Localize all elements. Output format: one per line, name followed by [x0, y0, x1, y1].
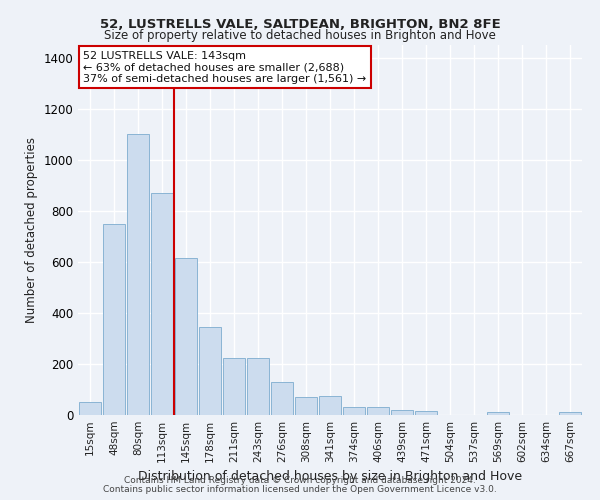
Bar	[559, 412, 581, 415]
Text: Size of property relative to detached houses in Brighton and Hove: Size of property relative to detached ho…	[104, 29, 496, 42]
Bar	[415, 411, 437, 415]
Text: Contains public sector information licensed under the Open Government Licence v3: Contains public sector information licen…	[103, 485, 497, 494]
Bar	[79, 402, 101, 415]
Bar	[295, 397, 317, 415]
Text: Contains HM Land Registry data © Crown copyright and database right 2024.: Contains HM Land Registry data © Crown c…	[124, 476, 476, 485]
Bar	[247, 358, 269, 415]
Bar	[199, 327, 221, 415]
Bar	[319, 396, 341, 415]
Text: 52 LUSTRELLS VALE: 143sqm
← 63% of detached houses are smaller (2,688)
37% of se: 52 LUSTRELLS VALE: 143sqm ← 63% of detac…	[83, 50, 366, 84]
Bar	[223, 358, 245, 415]
Bar	[343, 408, 365, 415]
Bar	[151, 193, 173, 415]
Bar	[127, 134, 149, 415]
X-axis label: Distribution of detached houses by size in Brighton and Hove: Distribution of detached houses by size …	[138, 470, 522, 484]
Bar	[103, 224, 125, 415]
Y-axis label: Number of detached properties: Number of detached properties	[25, 137, 38, 323]
Bar	[175, 258, 197, 415]
Bar	[391, 410, 413, 415]
Bar	[271, 382, 293, 415]
Text: 52, LUSTRELLS VALE, SALTDEAN, BRIGHTON, BN2 8FE: 52, LUSTRELLS VALE, SALTDEAN, BRIGHTON, …	[100, 18, 500, 30]
Bar	[487, 412, 509, 415]
Bar	[367, 408, 389, 415]
